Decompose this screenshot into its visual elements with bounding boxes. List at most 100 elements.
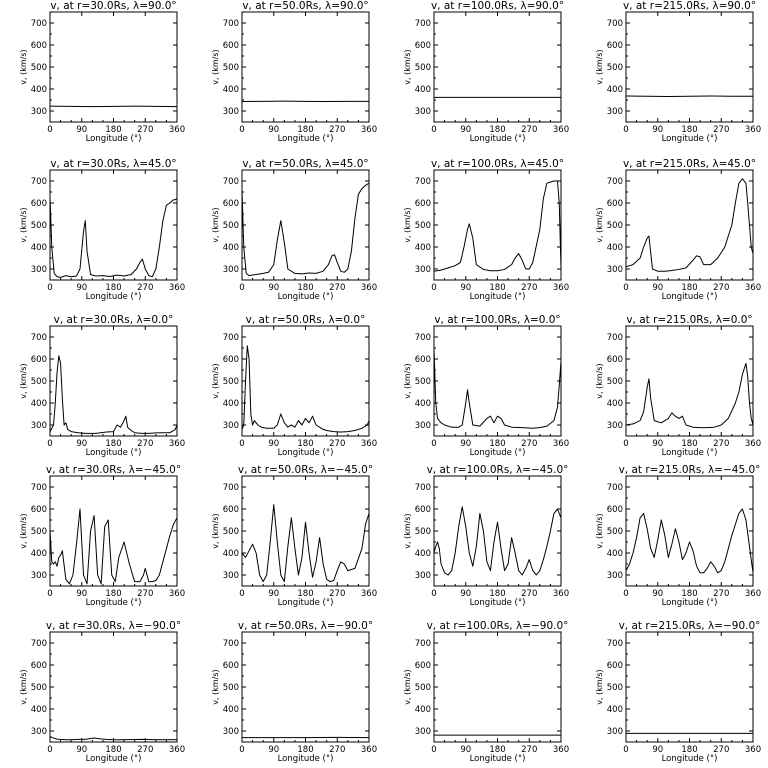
subplot-0: v, at r=30.0Rs, λ=90.0° 300 400 500 600 700 0 9… xyxy=(19,0,185,144)
x-tick-label: 0 xyxy=(431,283,436,293)
y-tick-label: 400 xyxy=(31,243,47,253)
y-tick-label: 700 xyxy=(415,177,431,187)
y-tick-label: 700 xyxy=(31,639,47,649)
y-tick-label: 500 xyxy=(223,683,239,693)
x-tick-label: 180 xyxy=(297,745,313,755)
y-tick-label: 700 xyxy=(607,177,623,187)
plot-frame xyxy=(241,11,370,123)
x-axis-label: Longitude (°) xyxy=(662,134,718,144)
subplot-title: v, at r=215.0Rs, λ=−90.0° xyxy=(619,620,761,632)
x-tick-label: 0 xyxy=(47,589,52,599)
subplot-title: v, at r=30.0Rs, λ=90.0° xyxy=(50,0,176,12)
y-tick-label: 700 xyxy=(607,483,623,493)
y-tick-label: 300 xyxy=(31,571,47,581)
y-tick-label: 400 xyxy=(223,243,239,253)
subplot-title: v, at r=100.0Rs, λ=−45.0° xyxy=(427,464,569,476)
y-axis-label: v, (km/s) xyxy=(403,513,412,548)
y-tick-label: 400 xyxy=(31,85,47,95)
x-tick-label: 0 xyxy=(623,125,628,135)
x-axis-label: Longitude (°) xyxy=(662,754,718,764)
subplot-16: v, at r=30.0Rs, λ=−90.0° 300 400 500 600 700 0… xyxy=(19,620,185,764)
y-axis-label: v, (km/s) xyxy=(211,207,220,242)
plot-frame xyxy=(433,169,562,281)
y-tick-label: 400 xyxy=(223,85,239,95)
x-tick-label: 180 xyxy=(681,745,697,755)
subplot-title: v, at r=215.0Rs, λ=−45.0° xyxy=(619,464,761,476)
plot-frame xyxy=(49,11,178,123)
x-tick-label: 360 xyxy=(361,125,377,135)
x-tick-label: 180 xyxy=(297,589,313,599)
y-tick-label: 600 xyxy=(607,661,623,671)
y-tick-label: 400 xyxy=(415,705,431,715)
plot-frame xyxy=(49,631,178,743)
y-tick-label: 700 xyxy=(223,333,239,343)
plot-frame xyxy=(241,631,370,743)
x-tick-label: 90 xyxy=(268,439,279,449)
y-tick-label: 500 xyxy=(607,221,623,231)
x-tick-label: 0 xyxy=(431,125,436,135)
y-tick-label: 300 xyxy=(415,571,431,581)
y-tick-label: 500 xyxy=(31,683,47,693)
y-tick-label: 700 xyxy=(415,19,431,29)
x-tick-label: 360 xyxy=(361,283,377,293)
subplot-4: v, at r=30.0Rs, λ=45.0° 300 400 500 600 700 0 9… xyxy=(19,158,185,302)
y-tick-label: 400 xyxy=(607,243,623,253)
y-tick-label: 300 xyxy=(31,107,47,117)
x-tick-label: 270 xyxy=(713,283,729,293)
x-tick-label: 180 xyxy=(489,745,505,755)
y-tick-label: 700 xyxy=(223,19,239,29)
y-tick-label: 600 xyxy=(223,199,239,209)
x-tick-label: 270 xyxy=(521,589,537,599)
y-tick-label: 400 xyxy=(223,399,239,409)
plot-frame xyxy=(625,325,754,437)
y-tick-label: 600 xyxy=(607,199,623,209)
y-tick-label: 500 xyxy=(223,63,239,73)
x-tick-label: 270 xyxy=(521,745,537,755)
y-tick-label: 300 xyxy=(607,265,623,275)
series-line xyxy=(625,508,754,574)
x-axis-label: Longitude (°) xyxy=(470,292,526,302)
plot-frame xyxy=(433,475,562,587)
subplot-10: v, at r=100.0Rs, λ=0.0° 300 400 500 600 700 0 9… xyxy=(403,314,569,458)
x-tick-label: 270 xyxy=(713,125,729,135)
plot-frame xyxy=(49,169,178,281)
y-tick-label: 700 xyxy=(31,177,47,187)
y-tick-label: 300 xyxy=(31,265,47,275)
x-axis-label: Longitude (°) xyxy=(278,134,334,144)
series-line xyxy=(49,355,178,434)
x-tick-label: 180 xyxy=(489,589,505,599)
x-tick-label: 0 xyxy=(623,589,628,599)
y-tick-label: 600 xyxy=(607,505,623,515)
y-tick-label: 500 xyxy=(607,527,623,537)
x-tick-label: 360 xyxy=(553,439,569,449)
x-tick-label: 180 xyxy=(105,283,121,293)
y-tick-label: 300 xyxy=(607,727,623,737)
y-tick-label: 500 xyxy=(31,221,47,231)
x-axis-label: Longitude (°) xyxy=(662,448,718,458)
y-axis-label: v, (km/s) xyxy=(19,363,28,398)
x-tick-label: 0 xyxy=(623,439,628,449)
x-axis-label: Longitude (°) xyxy=(86,292,142,302)
x-tick-label: 360 xyxy=(361,589,377,599)
y-tick-label: 600 xyxy=(415,505,431,515)
y-tick-label: 300 xyxy=(415,421,431,431)
x-tick-label: 90 xyxy=(76,745,87,755)
x-tick-label: 270 xyxy=(329,125,345,135)
y-axis-label: v, (km/s) xyxy=(595,513,604,548)
y-tick-label: 700 xyxy=(223,177,239,187)
y-tick-label: 400 xyxy=(31,705,47,715)
x-tick-label: 90 xyxy=(268,745,279,755)
x-tick-label: 90 xyxy=(460,283,471,293)
y-tick-label: 300 xyxy=(223,265,239,275)
x-tick-label: 270 xyxy=(137,745,153,755)
plot-frame xyxy=(433,11,562,123)
x-tick-label: 270 xyxy=(137,439,153,449)
y-tick-label: 600 xyxy=(415,355,431,365)
y-tick-label: 300 xyxy=(607,107,623,117)
y-tick-label: 600 xyxy=(223,41,239,51)
x-tick-label: 270 xyxy=(329,589,345,599)
x-tick-label: 90 xyxy=(652,125,663,135)
x-axis-label: Longitude (°) xyxy=(278,754,334,764)
y-tick-label: 500 xyxy=(31,63,47,73)
y-tick-label: 400 xyxy=(607,549,623,559)
